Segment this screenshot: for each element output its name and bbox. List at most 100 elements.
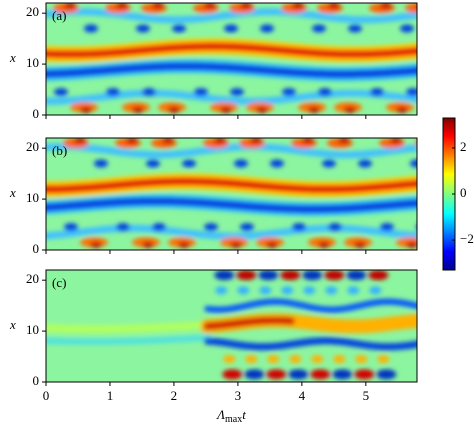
field-blob (310, 369, 331, 380)
field-blob (416, 3, 417, 8)
field-blob (436, 24, 450, 32)
field-blob (64, 3, 76, 9)
field-blob (106, 88, 120, 97)
field-blob (256, 106, 268, 113)
field-blob (194, 88, 208, 97)
field-blob (259, 286, 272, 295)
field-blob (324, 270, 345, 281)
field-band (46, 8, 417, 24)
colorbar-tick-label: 2 (460, 139, 467, 154)
field-blob (406, 88, 417, 97)
field (46, 3, 450, 115)
field-blob (116, 223, 130, 232)
field-blob (292, 3, 304, 9)
field-blob (266, 241, 278, 248)
x-tick-label: 0 (43, 388, 50, 403)
field (46, 138, 438, 250)
field-blob (303, 286, 316, 295)
field-blob (318, 88, 332, 97)
field-blob (415, 140, 417, 146)
field-blob (142, 241, 154, 248)
field-blob (182, 159, 196, 168)
field-blob (282, 88, 296, 97)
field-blob (346, 270, 367, 281)
field-blob (132, 106, 144, 113)
field-blob (318, 241, 330, 248)
field-blur (46, 3, 450, 113)
panel-label: (a) (52, 8, 66, 23)
field-blob (168, 106, 180, 113)
field-blob (178, 241, 190, 248)
field-blob (240, 223, 254, 232)
field-blur (46, 138, 438, 248)
field-blob (332, 369, 353, 380)
y-axis-label: x (9, 185, 16, 200)
field-blob (322, 159, 336, 168)
field-blob (280, 270, 301, 281)
field-blob (348, 24, 362, 33)
field-blob (266, 369, 287, 380)
field-blob (338, 138, 350, 144)
field-blob (432, 107, 444, 113)
field-blob (354, 369, 375, 380)
y-tick-label: 0 (33, 373, 40, 388)
field-blur (46, 270, 417, 380)
field-blob (214, 138, 226, 144)
field-blob (146, 159, 160, 168)
field-blob (400, 24, 414, 33)
y-tick-label: 0 (33, 241, 40, 256)
field-blob (422, 102, 450, 112)
field-blob (204, 223, 218, 232)
field-blob (245, 355, 258, 364)
field-blob (220, 106, 232, 113)
field (46, 270, 417, 382)
field-blob (152, 223, 166, 232)
y-tick-label: 20 (26, 271, 39, 286)
field-band (46, 224, 417, 240)
field-blob (426, 138, 438, 144)
field-blob (311, 355, 324, 364)
field-blob (136, 24, 150, 33)
field-blob (396, 106, 408, 113)
field-blob (94, 159, 108, 168)
y-axis-label: x (9, 50, 16, 65)
y-axis-label: x (9, 317, 16, 332)
field-blob (214, 270, 235, 281)
field-blob (204, 3, 216, 9)
field-blob (410, 159, 417, 168)
field-blob (90, 241, 102, 248)
field-blob (380, 3, 392, 9)
field-blob (64, 223, 78, 232)
y-tick-label: 0 (33, 106, 40, 121)
field-band (46, 143, 417, 159)
field-blob (258, 270, 279, 281)
colorbar-tick-label: −2 (460, 231, 474, 246)
field-blob (347, 286, 360, 295)
field-blob (223, 355, 236, 364)
y-tick-label: 10 (26, 322, 39, 337)
field-band (46, 62, 417, 79)
field-blob (376, 369, 397, 380)
y-tick-label: 20 (26, 4, 39, 19)
colorbar-tick-label: 0 (460, 185, 467, 200)
x-label-sub: max (225, 414, 242, 425)
field-blob (368, 270, 389, 281)
field-blob (224, 24, 238, 33)
y-tick-label: 20 (26, 139, 39, 154)
field-band (204, 298, 417, 313)
plot-frame (45, 2, 418, 116)
field-blob (390, 138, 402, 144)
field-blob (84, 24, 98, 33)
field-blob (116, 3, 128, 9)
field-blob (380, 223, 394, 232)
x-axis-label: Λmaxt (215, 407, 246, 425)
field-blob (230, 88, 244, 97)
y-tick-label: 10 (26, 190, 39, 205)
plot-frame (45, 269, 418, 383)
field-blob (358, 159, 372, 168)
field-blob (354, 241, 366, 248)
field-blob (325, 286, 338, 295)
field-blob (302, 270, 323, 281)
field-blob (308, 106, 320, 113)
field-band (46, 179, 417, 192)
